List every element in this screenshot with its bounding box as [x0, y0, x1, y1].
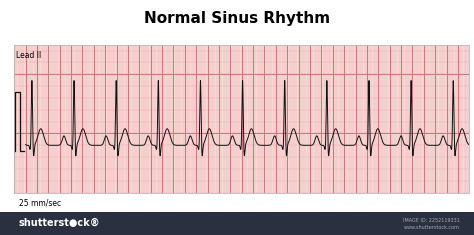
Text: Lead II: Lead II: [16, 51, 41, 59]
Text: shutterst●ck®: shutterst●ck®: [19, 218, 100, 228]
Text: 25 mm/sec: 25 mm/sec: [19, 199, 61, 208]
Text: Normal Sinus Rhythm: Normal Sinus Rhythm: [144, 11, 330, 26]
Text: IMAGE ID: 2252119331: IMAGE ID: 2252119331: [403, 218, 460, 223]
Text: www.shutterstock.com: www.shutterstock.com: [404, 225, 460, 231]
